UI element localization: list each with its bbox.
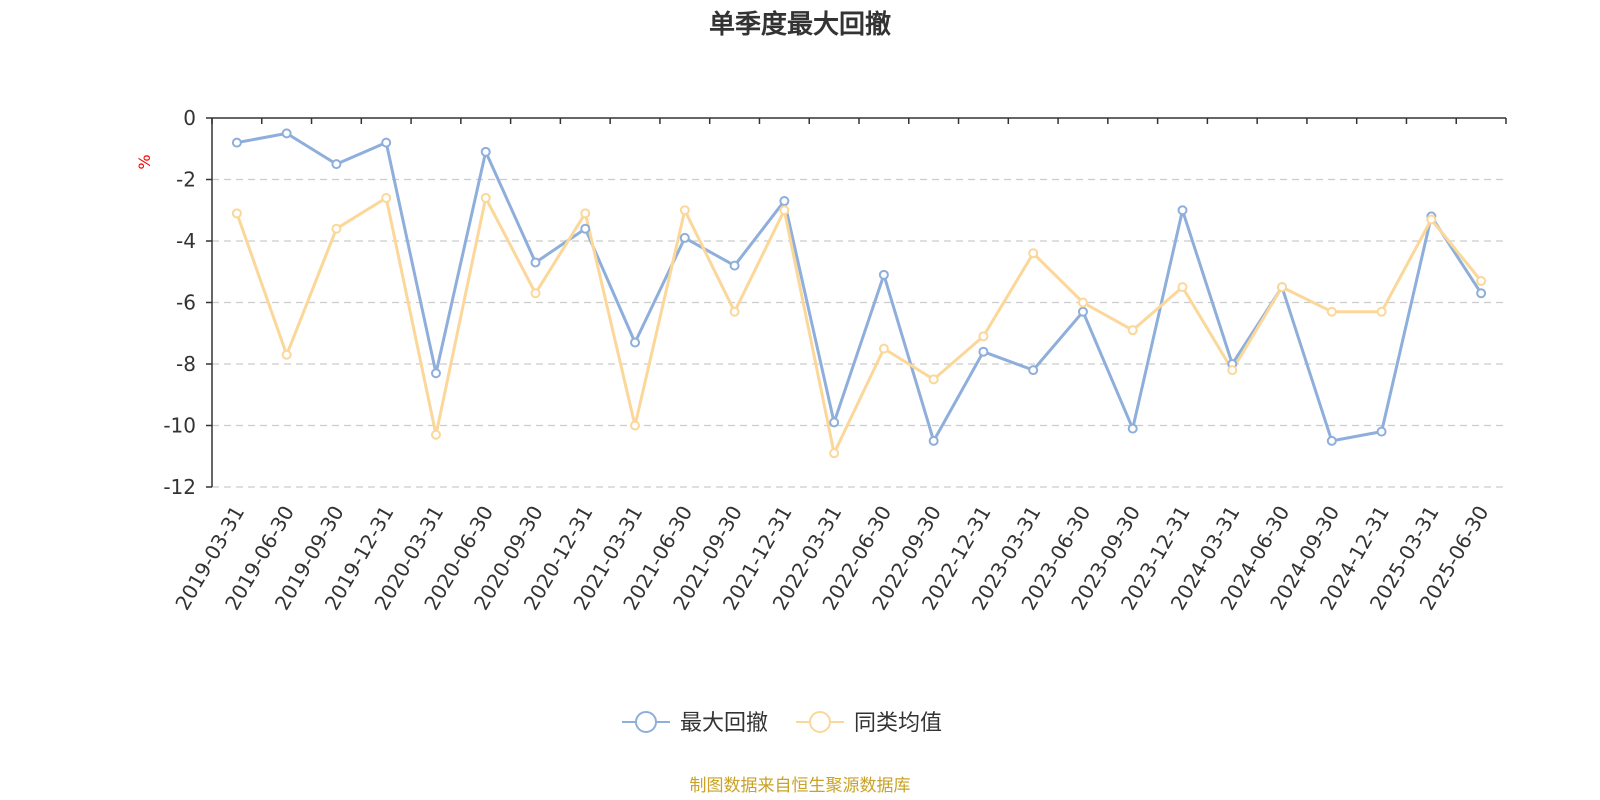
- y-axis-unit: %: [135, 154, 154, 169]
- data-point-s2[interactable]: [1077, 297, 1088, 308]
- legend-item-2[interactable]: 同类均值: [796, 711, 942, 736]
- data-point-s2[interactable]: [1177, 282, 1188, 293]
- data-point-s1[interactable]: [779, 196, 790, 207]
- legend-label: 同类均值: [854, 711, 942, 736]
- data-point-s2[interactable]: [1426, 214, 1437, 225]
- data-point-s1[interactable]: [928, 435, 939, 446]
- data-point-s1[interactable]: [1028, 365, 1039, 376]
- data-source-note: 制图数据来自恒生聚源数据库: [690, 776, 911, 796]
- data-point-s1[interactable]: [729, 260, 740, 271]
- y-tick-label: 0: [183, 106, 196, 130]
- data-point-s2[interactable]: [1127, 325, 1138, 336]
- data-point-s2[interactable]: [829, 448, 840, 459]
- data-point-s2[interactable]: [1476, 275, 1487, 286]
- data-point-s2[interactable]: [729, 306, 740, 317]
- series-layer: [231, 128, 1487, 459]
- legend-item-1[interactable]: 最大回撤: [622, 711, 768, 736]
- data-point-s1[interactable]: [1376, 426, 1387, 437]
- data-point-s1[interactable]: [331, 159, 342, 170]
- data-point-s1[interactable]: [1127, 423, 1138, 434]
- data-point-s2[interactable]: [580, 208, 591, 219]
- data-point-s2[interactable]: [430, 429, 441, 440]
- data-point-s1[interactable]: [829, 417, 840, 428]
- data-point-s1[interactable]: [679, 232, 690, 243]
- legend-marker: [635, 711, 657, 733]
- data-point-s2[interactable]: [679, 205, 690, 216]
- data-point-s2[interactable]: [281, 349, 292, 360]
- data-point-s1[interactable]: [878, 269, 889, 280]
- data-point-s1[interactable]: [1077, 306, 1088, 317]
- data-point-s1[interactable]: [1177, 205, 1188, 216]
- data-point-s2[interactable]: [1277, 282, 1288, 293]
- data-point-s1[interactable]: [480, 146, 491, 157]
- data-point-s1[interactable]: [430, 368, 441, 379]
- data-point-s2[interactable]: [1028, 248, 1039, 259]
- data-point-s1[interactable]: [978, 346, 989, 357]
- data-point-s2[interactable]: [231, 208, 242, 219]
- legend[interactable]: 最大回撤 同类均值: [622, 711, 942, 736]
- data-point-s1[interactable]: [281, 128, 292, 139]
- y-tick-label: -12: [163, 475, 196, 499]
- data-point-s1[interactable]: [1326, 435, 1337, 446]
- data-point-s2[interactable]: [630, 420, 641, 431]
- data-point-s2[interactable]: [878, 343, 889, 354]
- data-point-s2[interactable]: [530, 288, 541, 299]
- legend-label: 最大回撤: [680, 711, 768, 736]
- y-tick-label: -10: [163, 414, 196, 438]
- data-point-s2[interactable]: [928, 374, 939, 385]
- data-point-s2[interactable]: [331, 223, 342, 234]
- data-point-s2[interactable]: [1326, 306, 1337, 317]
- grid: [212, 178, 1506, 488]
- legend-marker: [809, 711, 831, 733]
- y-tick-label: -2: [176, 168, 196, 192]
- data-point-s2[interactable]: [381, 192, 392, 203]
- data-point-s1[interactable]: [231, 137, 242, 148]
- data-point-s2[interactable]: [1376, 306, 1387, 317]
- data-point-s1[interactable]: [530, 257, 541, 268]
- data-point-s1[interactable]: [1476, 288, 1487, 299]
- y-tick-label: -4: [176, 229, 196, 253]
- y-tick-label: -6: [176, 291, 196, 315]
- data-point-s1[interactable]: [630, 337, 641, 348]
- data-point-s1[interactable]: [381, 137, 392, 148]
- series-line-2: [235, 196, 1483, 455]
- data-point-s2[interactable]: [480, 192, 491, 203]
- y-tick-label: -8: [176, 352, 196, 376]
- data-point-s1[interactable]: [580, 223, 591, 234]
- data-point-s2[interactable]: [978, 331, 989, 342]
- chart-title: 单季度最大回撤: [709, 9, 891, 40]
- data-point-s2[interactable]: [1227, 365, 1238, 376]
- data-point-s2[interactable]: [779, 205, 790, 216]
